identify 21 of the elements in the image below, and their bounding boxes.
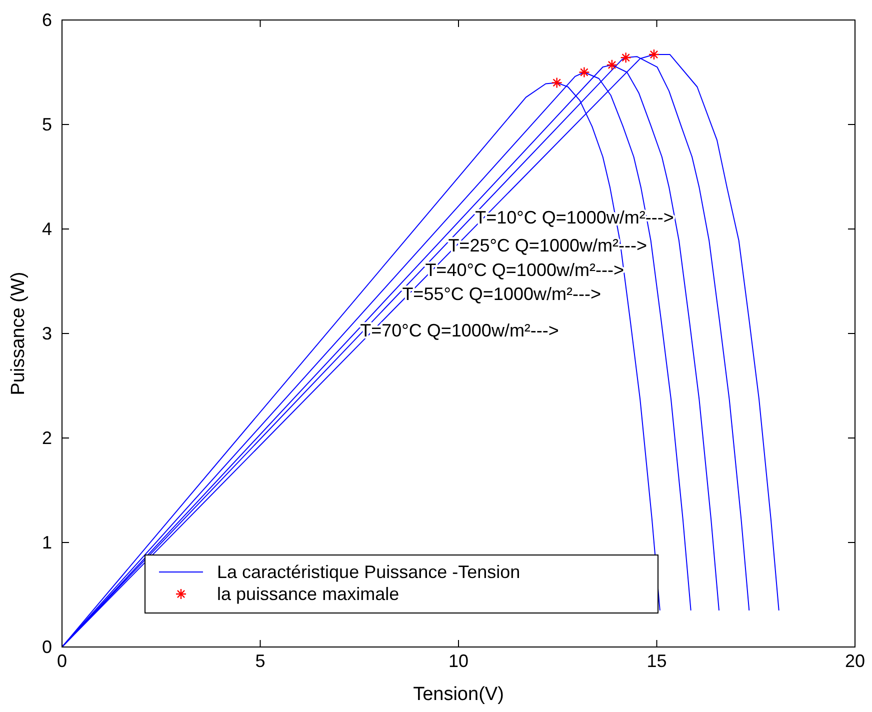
point xyxy=(648,48,660,60)
x-axis-title: Tension(V) xyxy=(413,684,504,705)
x-tick-label: 20 xyxy=(844,651,866,671)
x-tick-label: 5 xyxy=(255,651,266,671)
legend-label: la puissance maximale xyxy=(217,584,400,604)
point xyxy=(620,52,632,64)
y-tick-label: 5 xyxy=(42,114,52,134)
y-tick-label: 2 xyxy=(42,428,52,448)
point xyxy=(606,59,618,71)
point xyxy=(578,66,590,78)
x-tick-label: 15 xyxy=(646,651,667,671)
legend-label: La caractéristique Puissance -Tension xyxy=(217,562,520,582)
y-axis-title: Puissance (W) xyxy=(8,272,29,396)
y-tick-label: 1 xyxy=(42,532,52,552)
point xyxy=(551,77,562,88)
y-tick-label: 3 xyxy=(42,324,52,344)
y-tick-label: 0 xyxy=(42,637,52,657)
y-tick-label: 6 xyxy=(42,10,52,30)
y-tick-label: 4 xyxy=(42,219,52,239)
x-tick-label: 0 xyxy=(56,651,68,671)
x-tick-label: 10 xyxy=(448,651,469,671)
